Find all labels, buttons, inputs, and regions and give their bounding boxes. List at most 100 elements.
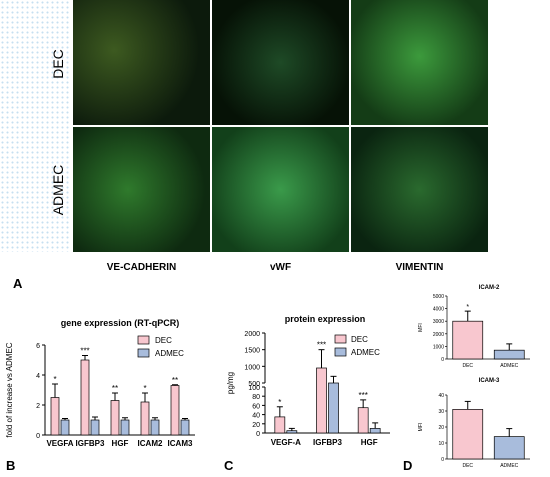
x-tick-label: DEC	[462, 463, 473, 469]
column-label-vwf: vWF	[269, 262, 292, 273]
legend-label: ADMEC	[155, 349, 184, 358]
y-tick-label: 1500	[244, 348, 260, 355]
bar-admec	[150, 419, 160, 436]
y-tick-label: 0	[36, 433, 40, 440]
legend-label: ADMEC	[351, 348, 380, 357]
panel-letter-d: D	[403, 458, 413, 473]
y-tick-label: 4000	[433, 307, 444, 313]
significance-marker: *	[53, 375, 56, 384]
y-tick-label: 3000	[433, 319, 444, 325]
y-tick-label: 2	[36, 403, 40, 410]
micrograph-admec-ve-cadherin	[73, 127, 210, 252]
y-tick-label: 6	[36, 343, 40, 350]
y-tick-label: 5000	[433, 294, 444, 300]
y-tick-label: 60	[252, 403, 260, 410]
x-tick-label: IGFBP3	[313, 438, 342, 447]
significance-marker: ***	[80, 347, 89, 356]
y-tick-label: 1000	[433, 344, 444, 350]
row-label-admec: ADMEC	[50, 164, 66, 216]
bar-admec	[120, 419, 130, 436]
bar-dec	[452, 320, 484, 360]
column-label-ve-cadherin: VE-CADHERIN	[106, 262, 177, 273]
y-axis-label: MFI	[418, 423, 424, 432]
legend-swatch	[334, 334, 347, 344]
significance-marker: *	[143, 384, 146, 393]
y-tick-label: 500	[248, 381, 260, 388]
bar-admec	[369, 428, 381, 434]
chart-icam3: ICAM-3 MFI 0 10 20 30 40 DEC ADMEC	[418, 378, 530, 469]
y-tick-label: 2000	[244, 331, 260, 338]
y-tick-label: 4	[36, 373, 40, 380]
bar-dec	[110, 400, 120, 436]
y-tick-label: 40	[252, 413, 260, 420]
row-label-dec: DEC	[50, 49, 66, 79]
x-tick-label: VEGFA	[46, 439, 73, 448]
micrograph-dec-vwf	[212, 0, 349, 125]
y-tick-label: 30	[438, 409, 444, 415]
y-tick-label: 10	[438, 441, 444, 447]
legend-swatch	[334, 347, 347, 357]
panel-letter-c: C	[224, 458, 234, 473]
y-tick-label: 0	[256, 431, 260, 438]
micrograph-edge-speckle	[0, 0, 70, 252]
bar-dec	[357, 407, 369, 434]
chart-title: ICAM-3	[479, 378, 500, 384]
chart-title: ICAM-2	[479, 285, 500, 291]
y-tick-label: 1000	[244, 364, 260, 371]
x-tick-label: ICAM2	[138, 439, 163, 448]
micrograph-admec-vwf	[212, 127, 349, 252]
bar-dec	[452, 409, 484, 460]
significance-marker: *	[466, 304, 469, 311]
x-tick-label: IGFBP3	[76, 439, 105, 448]
legend-swatch	[137, 335, 150, 345]
y-axis-label: MFI	[418, 323, 424, 332]
legend-label: DEC	[351, 335, 368, 344]
column-label-vimentin: VIMENTIN	[395, 262, 444, 273]
x-tick-label: ADMEC	[500, 363, 518, 369]
y-axis-label: pg/mg	[226, 372, 235, 394]
y-tick-label: 100	[248, 385, 260, 392]
y-axis-label: fold of increase vs ADMEC	[5, 342, 14, 437]
chart-gene-expression: gene expression (RT-qPCR) fold of increas…	[5, 318, 195, 448]
bar-admec	[328, 382, 339, 434]
bar-dec	[50, 397, 60, 436]
panel-letter-a: A	[13, 276, 23, 291]
x-tick-label: ICAM3	[168, 439, 193, 448]
y-tick-label: 20	[252, 422, 260, 429]
significance-marker: *	[278, 398, 281, 407]
micrograph-admec-vimentin	[351, 127, 488, 252]
bar-dec	[316, 367, 327, 434]
x-tick-label: DEC	[462, 363, 473, 369]
y-tick-label: 0	[441, 457, 444, 463]
y-tick-label: 80	[252, 394, 260, 401]
bar-admec	[493, 436, 525, 460]
significance-marker: **	[172, 376, 178, 385]
y-tick-label: 0	[441, 357, 444, 363]
y-tick-label: 2000	[433, 332, 444, 338]
legend-label: DEC	[155, 336, 172, 345]
bar-dec	[140, 401, 150, 436]
x-tick-label: VEGF-A	[271, 438, 301, 447]
bar-dec	[80, 359, 90, 436]
chart-title: protein expression	[285, 314, 366, 324]
bar-admec	[286, 430, 298, 434]
chart-title: gene expression (RT-qPCR)	[61, 318, 180, 328]
bar-admec	[60, 419, 70, 436]
legend-swatch	[137, 348, 150, 358]
bar-admec	[493, 349, 525, 360]
bar-dec	[274, 416, 286, 434]
bar-admec	[180, 419, 190, 436]
bar-admec	[90, 419, 100, 436]
significance-marker: ***	[317, 341, 326, 350]
y-tick-label: 40	[438, 393, 444, 399]
chart-icam2: ICAM-2 MFI 0 1000 2000 3000 4000 5000 * DEC ADMEC	[418, 285, 530, 369]
x-tick-label: HGF	[361, 438, 378, 447]
bar-dec	[170, 385, 180, 436]
x-tick-label: ADMEC	[500, 463, 518, 469]
micrograph-dec-ve-cadherin	[73, 0, 210, 125]
y-tick-label: 20	[438, 425, 444, 431]
x-tick-label: HGF	[112, 439, 129, 448]
significance-marker: **	[112, 384, 118, 393]
significance-marker: ***	[358, 391, 367, 400]
